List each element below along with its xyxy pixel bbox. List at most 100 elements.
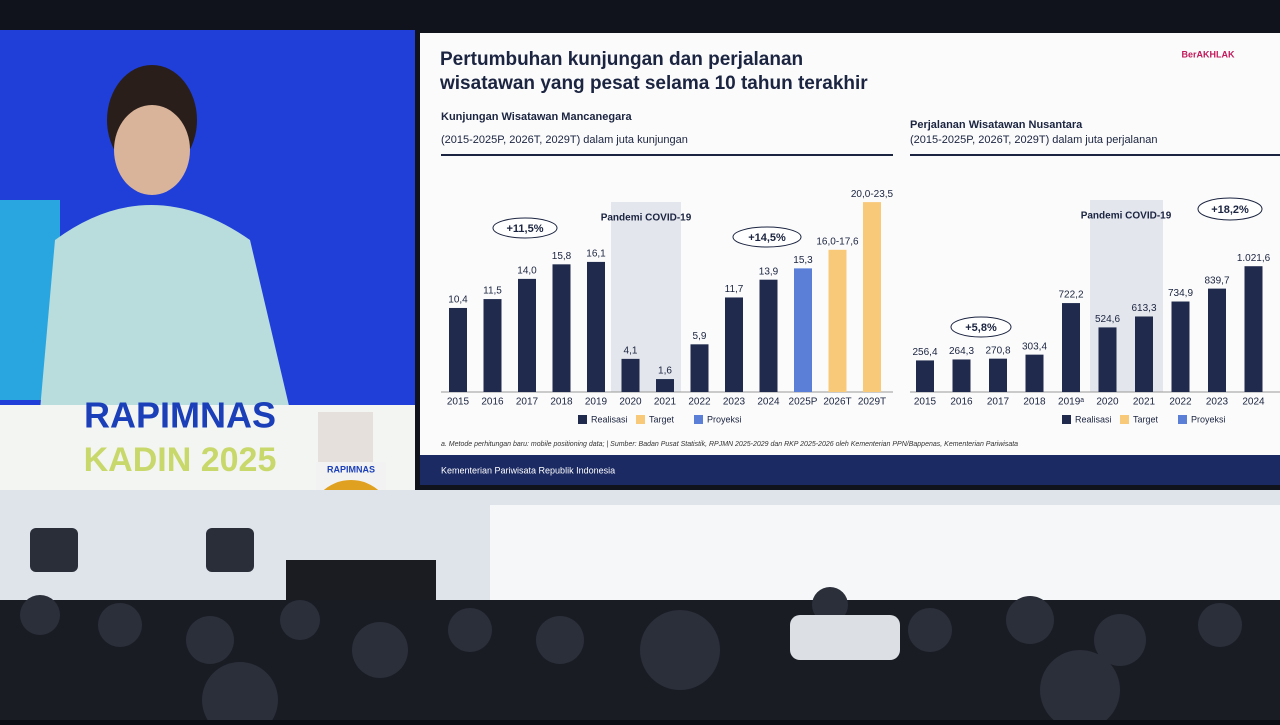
growth-label: +18,2% <box>1211 204 1249 216</box>
x-tick-label: 2015 <box>447 397 470 408</box>
stage-light <box>30 528 78 572</box>
banner-top: RAPIMNAS <box>84 395 276 436</box>
bar <box>587 261 605 392</box>
legend-swatch <box>694 415 703 424</box>
legend-swatch <box>1120 415 1129 424</box>
x-tick-label: 2018 <box>550 397 573 408</box>
x-tick-label: 2019ᵃ <box>1058 397 1084 408</box>
growth-label: +14,5% <box>748 232 786 244</box>
x-tick-label: 2023 <box>1206 397 1229 408</box>
slide-footer-bar <box>420 455 1280 485</box>
bar <box>863 202 881 392</box>
legend-swatch <box>1062 415 1071 424</box>
bar <box>794 268 812 392</box>
value-label: 839,7 <box>1204 275 1229 286</box>
slide-logo: BerAKHLAK <box>1181 49 1235 59</box>
legend-swatch <box>1178 415 1187 424</box>
banner-bottom: KADIN 2025 <box>84 441 277 479</box>
bar <box>828 249 847 392</box>
audience-heads <box>20 587 1242 725</box>
bar <box>759 279 778 392</box>
audience-shirt <box>790 615 900 660</box>
value-label: 16,1 <box>586 249 606 260</box>
bar <box>1025 354 1044 392</box>
x-tick-label: 2022 <box>688 397 711 408</box>
value-label: 11,7 <box>725 284 744 295</box>
x-tick-label: 2017 <box>516 397 539 408</box>
value-label: 256,4 <box>912 347 937 358</box>
x-tick-label: 2022 <box>1169 397 1192 408</box>
stage-table <box>490 505 1280 600</box>
stage-light <box>206 528 254 572</box>
x-tick-label: 2020 <box>1096 397 1119 408</box>
speaker-box <box>286 560 436 600</box>
x-tick-label: 2025P <box>789 397 818 408</box>
growth-label: +11,5% <box>506 223 543 235</box>
value-label: 15,3 <box>793 255 813 266</box>
chart-subtitle: (2015-2025P, 2026T, 2029T) dalam juta pe… <box>910 134 1157 146</box>
value-label: 13,9 <box>759 266 779 277</box>
value-label: 14,0 <box>517 266 537 277</box>
growth-badge <box>492 217 558 239</box>
value-label: 1,6 <box>658 366 672 377</box>
value-label: 613,3 <box>1131 303 1156 314</box>
legend-label: Target <box>1133 414 1159 424</box>
x-tick-label: 2018 <box>1023 397 1046 408</box>
legend-swatch <box>578 415 587 424</box>
bar <box>1098 327 1117 392</box>
slide-footnote: a. Metode perhitungan baru: mobile posit… <box>441 441 1018 448</box>
legend-label: Proyeksi <box>1191 414 1226 424</box>
growth-label: +5,8% <box>965 322 997 334</box>
value-label: 270,8 <box>985 345 1010 356</box>
slide-footer: Kementerian Pariwisata Republik Indonesi… <box>441 465 615 475</box>
value-label: 16,0-17,6 <box>816 236 859 247</box>
value-label: 524,6 <box>1095 314 1120 325</box>
value-label: 722,2 <box>1058 290 1083 301</box>
bar <box>656 379 674 392</box>
x-tick-label: 2020 <box>619 397 642 408</box>
bar <box>1062 303 1080 392</box>
speaker-face <box>114 105 190 195</box>
slide-title: Pertumbuhan kunjungan dan perjalanan wis… <box>440 49 868 94</box>
value-label: 264,3 <box>949 346 974 357</box>
x-tick-label: 2024 <box>757 397 780 408</box>
bar <box>952 359 971 392</box>
chart-subtitle: (2015-2025P, 2026T, 2029T) dalam juta ku… <box>441 134 688 146</box>
pandemic-label: Pandemi COVID-19 <box>601 213 692 224</box>
bar <box>916 360 934 392</box>
podium-text: RAPIMNAS <box>327 464 375 474</box>
bar <box>1171 301 1190 392</box>
legend-swatch <box>636 415 645 424</box>
legend-label: Proyeksi <box>707 414 742 424</box>
legend-label: Realisasi <box>591 414 628 424</box>
value-label: 303,4 <box>1022 341 1047 352</box>
growth-badge <box>1197 197 1263 221</box>
pandemic-label: Pandemi COVID-19 <box>1081 211 1172 222</box>
value-label: 11,5 <box>483 286 502 297</box>
bar <box>690 344 709 392</box>
x-tick-label: 2024 <box>1242 397 1265 408</box>
value-label: 1.021,6 <box>1237 253 1271 264</box>
bar <box>518 278 536 392</box>
x-tick-label: 2021 <box>654 397 677 408</box>
x-tick-label: 2021 <box>1133 397 1156 408</box>
x-tick-label: 2017 <box>987 397 1010 408</box>
bar <box>449 307 467 392</box>
x-tick-label: 2029T <box>858 397 886 408</box>
bar <box>1244 266 1263 392</box>
x-tick-label: 2026T <box>823 397 851 408</box>
x-tick-label: 2019 <box>585 397 608 408</box>
bar <box>1208 288 1226 392</box>
bar <box>725 297 743 392</box>
legend-label: Target <box>649 414 675 424</box>
value-label: 4,1 <box>624 346 638 357</box>
slide-title-box: Pertumbuhan kunjungan dan perjalanan wis… <box>440 49 868 94</box>
x-tick-label: 2016 <box>481 397 504 408</box>
value-label: 734,9 <box>1168 288 1193 299</box>
growth-badge <box>950 316 1012 338</box>
value-label: 15,8 <box>552 251 572 262</box>
x-tick-label: 2023 <box>723 397 746 408</box>
value-label: 20,0-23,5 <box>851 189 894 200</box>
